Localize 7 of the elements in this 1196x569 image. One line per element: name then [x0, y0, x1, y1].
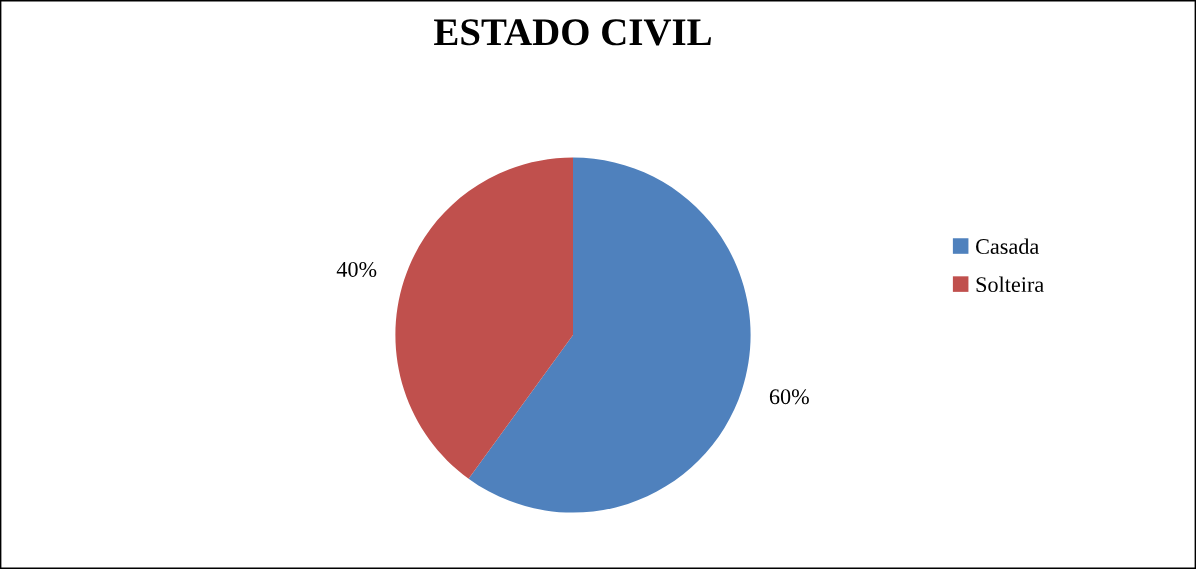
pie-slice [395, 157, 573, 479]
data-label: 40% [336, 261, 377, 277]
data-label: 60% [769, 389, 809, 405]
chart-title: ESTADO CIVIL [434, 19, 711, 46]
pie-slice [468, 157, 751, 513]
legend-label: Solteira [976, 276, 1044, 293]
legend-label: Casada [976, 238, 1039, 255]
